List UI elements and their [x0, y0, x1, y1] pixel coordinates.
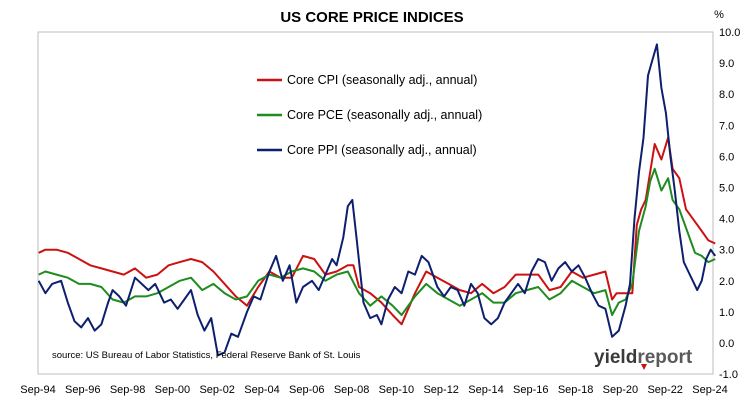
x-tick-label: Sep-18 [558, 384, 593, 396]
yieldreport-logo: yieldreport [594, 347, 693, 370]
chart-title: US CORE PRICE INDICES [280, 9, 463, 26]
x-tick-label: Sep-22 [647, 384, 682, 396]
legend-label: Core CPI (seasonally adj., annual) [287, 73, 477, 87]
y-tick-label: 9.0 [719, 58, 734, 70]
y-tick-label: 7.0 [719, 120, 734, 132]
y-tick-label: 10.0 [719, 27, 740, 39]
y-tick-label: 0.0 [719, 338, 734, 350]
y-tick-label: 4.0 [719, 214, 734, 226]
y-tick-label: 5.0 [719, 183, 734, 195]
series-line-core-cpi [38, 136, 716, 326]
legend-label: Core PPI (seasonally adj., annual) [287, 143, 477, 157]
y-tick-label: 6.0 [719, 151, 734, 163]
x-tick-label: Sep-24 [692, 384, 727, 396]
y-unit-label: % [714, 9, 724, 21]
x-tick-label: Sep-16 [513, 384, 548, 396]
source-note: source: US Bureau of Labor Statistics, F… [52, 350, 361, 361]
x-tick-label: Sep-20 [603, 384, 638, 396]
x-tick-label: Sep-94 [20, 384, 55, 396]
svg-text:yieldreport: yieldreport [594, 347, 693, 368]
y-tick-label: 2.0 [719, 276, 734, 288]
x-tick-label: Sep-14 [468, 384, 503, 396]
y-tick-label: 8.0 [719, 89, 734, 101]
y-tick-label: 1.0 [719, 307, 734, 319]
y-tick-label: -1.0 [719, 369, 738, 381]
brand-part-report: report [637, 347, 693, 368]
x-tick-label: Sep-10 [379, 384, 414, 396]
x-tick-label: Sep-96 [65, 384, 100, 396]
legend-label: Core PCE (seasonally adj., annual) [287, 108, 482, 122]
x-tick-label: Sep-06 [289, 384, 324, 396]
series-layer [37, 43, 717, 357]
plot-area [37, 31, 714, 375]
x-tick-label: Sep-12 [423, 384, 458, 396]
y-tick-label: 3.0 [719, 245, 734, 257]
x-tick-label: Sep-00 [155, 384, 190, 396]
x-tick-label: Sep-04 [244, 384, 279, 396]
y-axis: -1.0 0.0 1.0 2.0 3.0 4.0 5.0 6.0 7.0 8.0 9.0 10.0 [719, 27, 740, 381]
x-axis: Sep-94 Sep-96 Sep-98 Sep-00 Sep-02 Sep-04 Sep-… [20, 384, 727, 396]
series-line-core-pce [38, 167, 716, 316]
brand-accent-mark [641, 364, 647, 370]
x-tick-label: Sep-02 [199, 384, 234, 396]
series-line-core-ppi [37, 43, 717, 357]
legend: Core CPI (seasonally adj., annual) Core P… [257, 73, 482, 157]
brand-part-yield: yield [594, 347, 637, 368]
x-tick-label: Sep-98 [110, 384, 145, 396]
x-tick-label: Sep-08 [334, 384, 369, 396]
